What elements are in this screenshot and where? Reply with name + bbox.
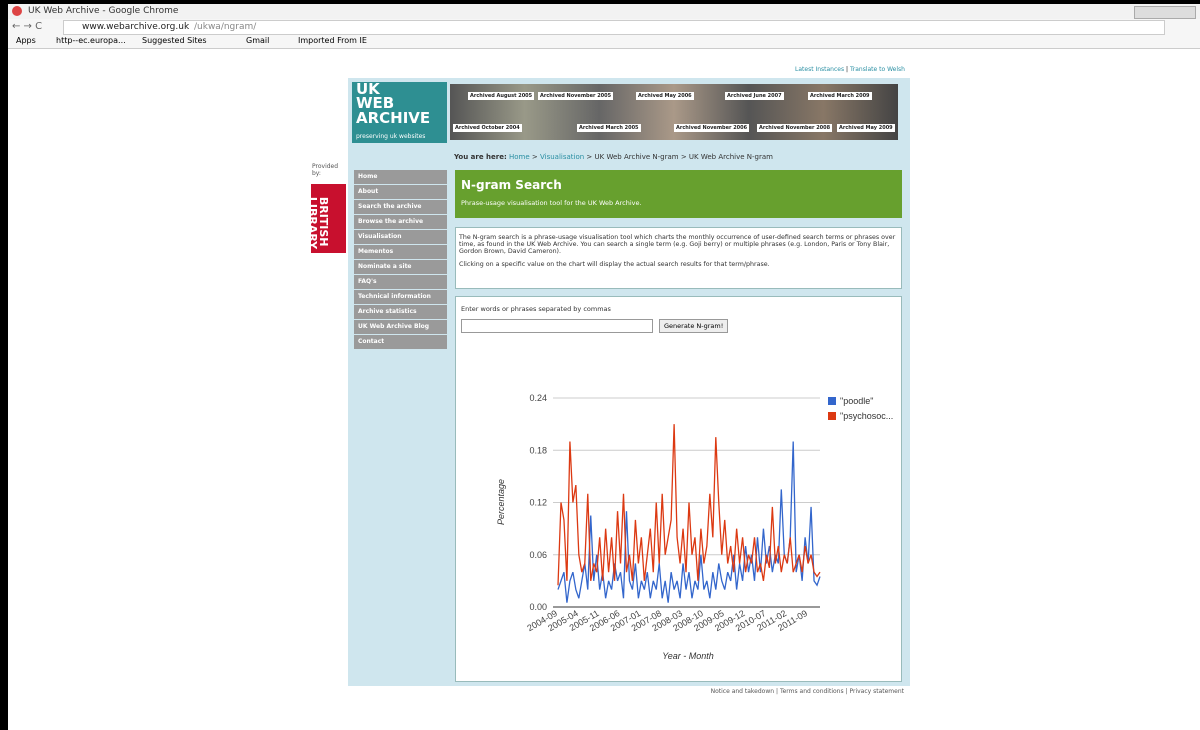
legend-label: "poodle" [840,396,873,406]
legend-label: "psychosoc... [840,411,893,421]
y-tick-label: 0.18 [529,445,547,455]
chart: 0.000.060.120.180.242004-092005-042005-1… [0,0,1200,730]
y-tick-label: 0.00 [529,602,547,612]
screenshot: UK Web Archive - Google Chrome ← → C www… [0,0,1200,730]
y-axis-label: Percentage [496,479,506,525]
x-axis-label: Year - Month [662,651,714,661]
legend-swatch [828,412,836,420]
legend-swatch [828,397,836,405]
y-tick-label: 0.24 [529,393,547,403]
y-tick-label: 0.06 [529,550,547,560]
y-tick-label: 0.12 [529,498,547,508]
series-line [558,442,820,603]
